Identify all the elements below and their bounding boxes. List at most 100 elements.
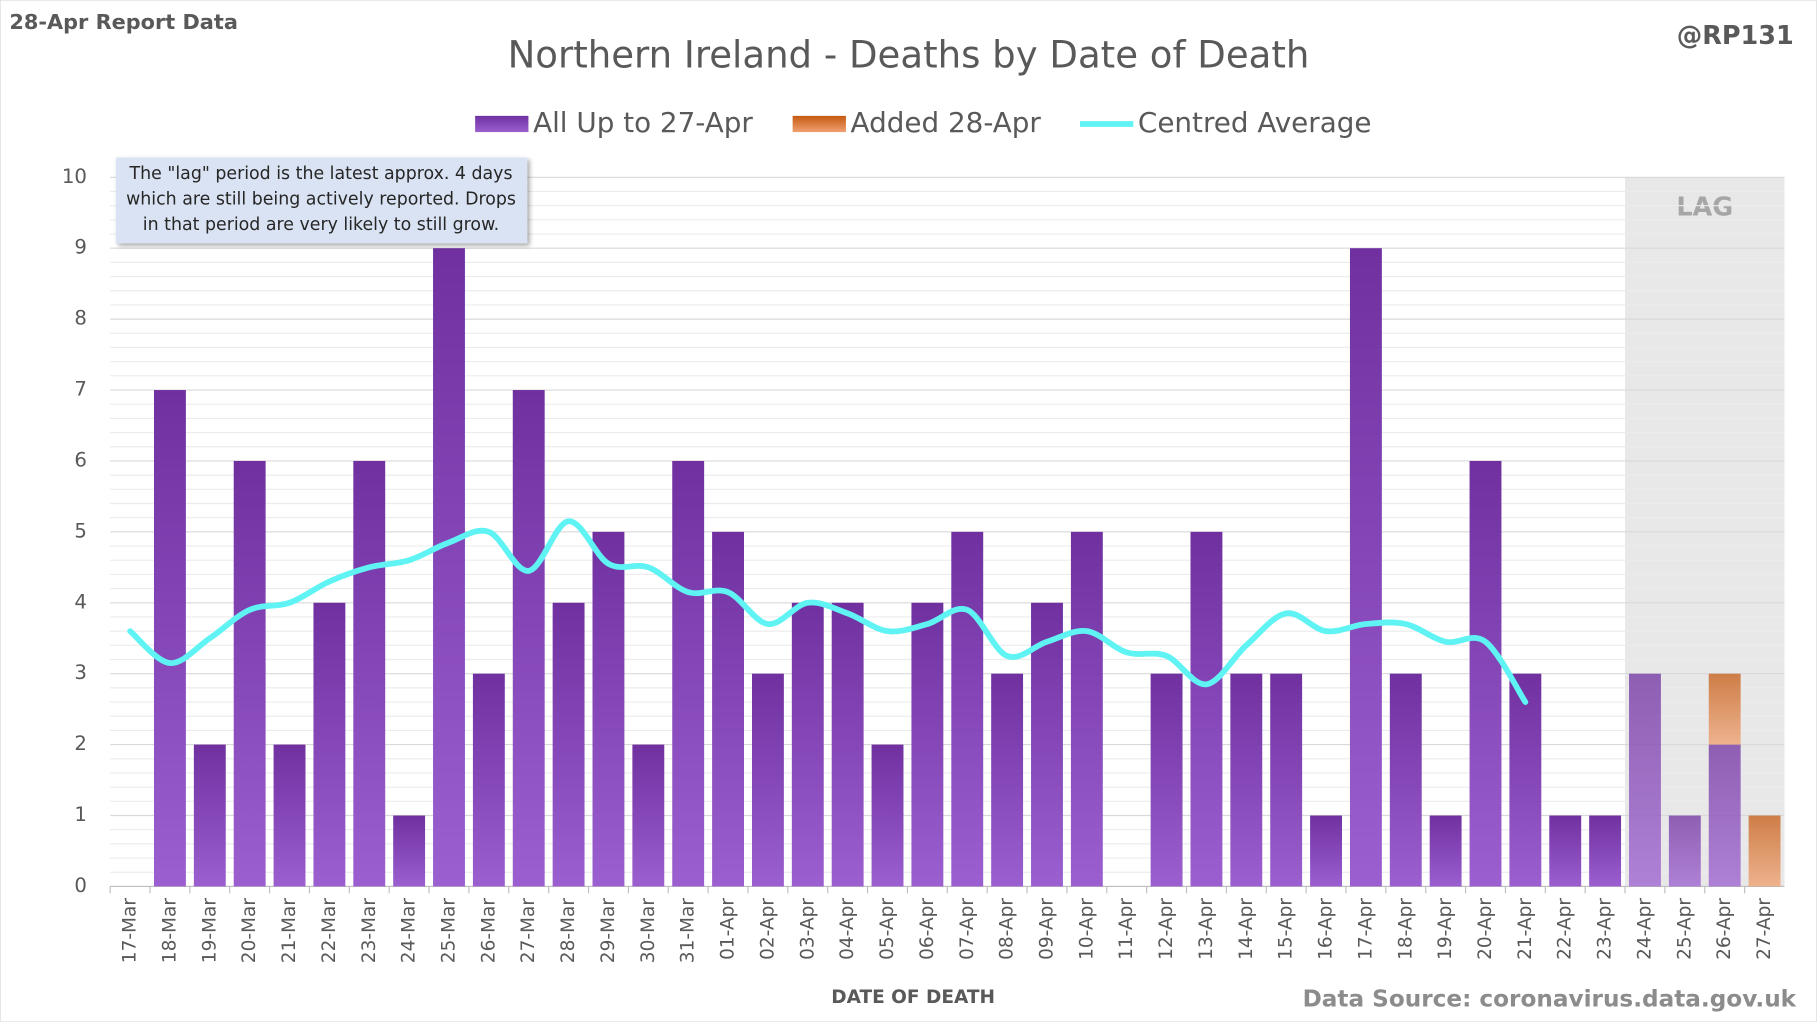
- x-tick-label: 01-Apr: [718, 898, 739, 960]
- x-tick-label: 19-Apr: [1435, 898, 1456, 960]
- x-tick-label: 25-Mar: [438, 898, 459, 964]
- bar: [313, 602, 346, 887]
- x-tick-label: 06-Apr: [917, 898, 938, 960]
- x-tick-label: 14-Apr: [1236, 898, 1257, 960]
- bar: [512, 390, 545, 887]
- bar: [353, 460, 386, 887]
- lag-label: LAG: [1676, 193, 1733, 223]
- x-tick-label: 21-Apr: [1515, 898, 1536, 960]
- bar: [1429, 815, 1462, 887]
- annotation-text: which are still being actively reported.…: [126, 189, 516, 209]
- x-tick-label: 23-Mar: [359, 898, 380, 964]
- y-tick-label: 5: [74, 519, 87, 542]
- y-tick-label: 9: [74, 236, 87, 259]
- bar: [592, 531, 625, 887]
- annotation-text: in that period are very likely to still …: [143, 215, 499, 235]
- bar: [433, 248, 465, 887]
- x-tick-label: 24-Mar: [399, 898, 420, 964]
- x-tick-label: 02-Apr: [757, 898, 778, 960]
- y-tick-label: 7: [74, 378, 87, 401]
- x-tick-label: 22-Mar: [319, 898, 340, 964]
- x-tick-label: 16-Apr: [1316, 898, 1337, 960]
- bar: [1070, 531, 1103, 887]
- x-tick-label: 19-Mar: [199, 898, 220, 964]
- bar: [552, 602, 585, 887]
- chart-title: Northern Ireland - Deaths by Date of Dea…: [508, 33, 1310, 76]
- y-tick-label: 6: [74, 448, 87, 471]
- bar: [1469, 460, 1502, 887]
- annotation-text: The "lag" period is the latest approx. 4…: [129, 164, 513, 184]
- x-tick-label: 17-Apr: [1355, 898, 1376, 960]
- bar: [672, 460, 705, 887]
- y-tick-label: 3: [74, 661, 87, 684]
- bar: [1668, 815, 1701, 887]
- y-tick-label: 0: [74, 874, 87, 897]
- x-tick-label: 26-Apr: [1714, 898, 1735, 960]
- bar: [1748, 815, 1781, 887]
- x-tick-label: 09-Apr: [1036, 898, 1057, 960]
- legend-swatch: [792, 115, 846, 133]
- x-tick-label: 25-Apr: [1674, 898, 1695, 960]
- x-axis-label: DATE OF DEATH: [831, 987, 995, 1008]
- bar: [1708, 673, 1741, 745]
- bar: [1349, 248, 1382, 887]
- x-tick-label: 24-Apr: [1634, 898, 1655, 960]
- x-tick-label: 04-Apr: [837, 898, 858, 960]
- x-tick-label: 21-Mar: [279, 898, 300, 964]
- bar: [233, 460, 266, 887]
- bar: [1230, 673, 1263, 887]
- x-tick-label: 18-Apr: [1395, 898, 1416, 960]
- legend-label: Added 28-Apr: [851, 106, 1042, 139]
- bar: [1150, 673, 1183, 887]
- legend-swatch: [475, 115, 529, 133]
- x-tick-label: 18-Mar: [159, 898, 180, 964]
- handle: @RP131: [1677, 21, 1794, 51]
- bar: [1270, 673, 1303, 887]
- bar: [1629, 673, 1661, 887]
- y-tick-label: 2: [74, 732, 87, 755]
- x-tick-label: 03-Apr: [797, 898, 818, 960]
- legend-label: All Up to 27-Apr: [533, 106, 753, 139]
- annotation-box: [115, 157, 528, 244]
- bar: [751, 673, 784, 887]
- x-tick-label: 17-Mar: [120, 898, 141, 964]
- x-tick-label: 27-Mar: [518, 898, 539, 964]
- x-tick-label: 12-Apr: [1156, 898, 1177, 960]
- x-tick-label: 11-Apr: [1116, 898, 1137, 960]
- average-line: [127, 518, 1529, 705]
- bar: [1589, 815, 1622, 887]
- bar: [472, 673, 505, 887]
- x-tick-label: 05-Apr: [877, 898, 898, 960]
- y-tick-label: 10: [62, 165, 87, 188]
- bar: [1509, 673, 1542, 887]
- bar: [1190, 531, 1223, 887]
- y-tick-label: 8: [74, 307, 87, 330]
- corner-note: 28-Apr Report Data: [9, 10, 238, 34]
- bar: [911, 602, 944, 887]
- x-tick-label: 26-Mar: [478, 898, 499, 964]
- x-tick-label: 20-Mar: [239, 898, 260, 964]
- bar: [632, 744, 665, 887]
- bar: [951, 531, 984, 887]
- bar: [791, 602, 824, 887]
- x-tick-label: 07-Apr: [957, 898, 978, 960]
- x-tick-label: 08-Apr: [997, 898, 1018, 960]
- bar: [193, 744, 226, 887]
- x-tick-label: 13-Apr: [1196, 898, 1217, 960]
- legend-label: Centred Average: [1138, 106, 1372, 139]
- x-tick-label: 28-Mar: [558, 898, 579, 964]
- y-tick-label: 4: [74, 590, 87, 613]
- bar: [871, 744, 904, 887]
- bar: [991, 673, 1024, 887]
- bar: [831, 602, 864, 887]
- bar: [1310, 815, 1342, 887]
- bar: [273, 744, 306, 887]
- bar: [153, 390, 186, 887]
- x-tick-label: 31-Mar: [678, 898, 699, 964]
- x-tick-label: 30-Mar: [638, 898, 659, 964]
- bar: [1549, 815, 1582, 887]
- x-tick-label: 29-Mar: [598, 898, 619, 964]
- x-tick-label: 20-Apr: [1475, 898, 1496, 960]
